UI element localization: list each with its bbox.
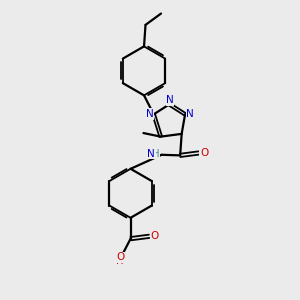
Text: O: O <box>150 231 158 241</box>
Text: N: N <box>146 109 153 119</box>
Text: N: N <box>186 109 194 119</box>
Text: O: O <box>116 252 124 262</box>
Text: H: H <box>152 149 159 159</box>
Text: O: O <box>200 148 208 158</box>
Text: N: N <box>147 149 155 159</box>
Text: H: H <box>116 256 124 266</box>
Text: N: N <box>166 95 174 105</box>
